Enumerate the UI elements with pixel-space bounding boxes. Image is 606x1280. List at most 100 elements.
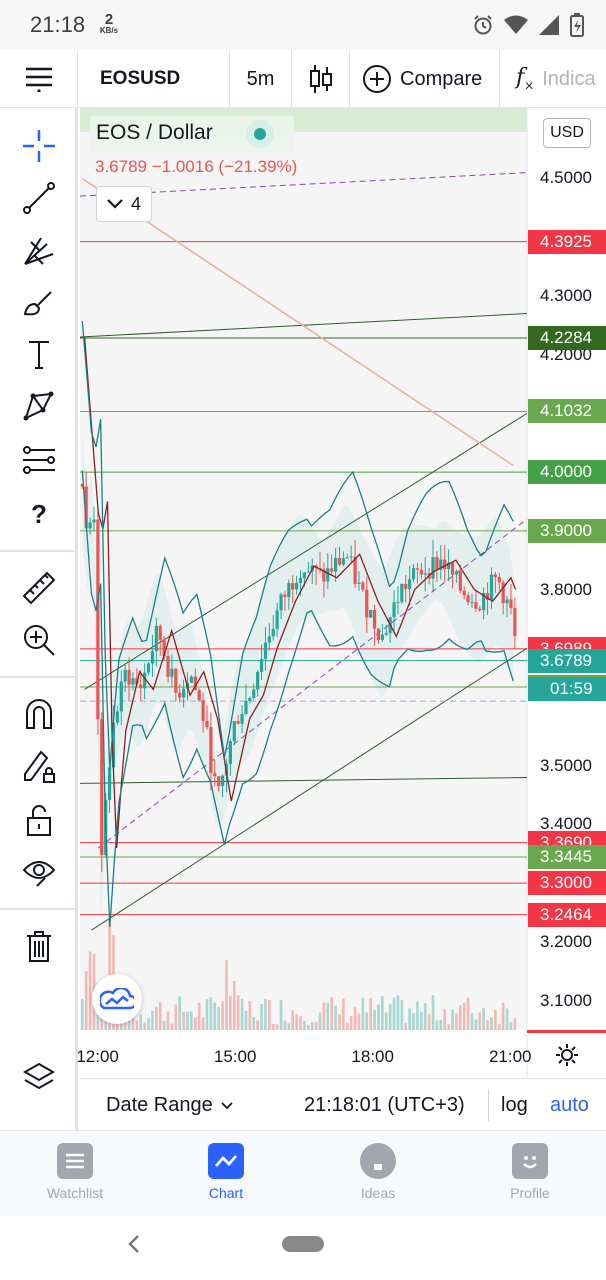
unlock-tool[interactable] [0,794,78,846]
volume-bar [416,1001,419,1030]
volume-bar [486,1020,489,1030]
nav-profile-label: Profile [510,1185,550,1201]
candle-body [248,697,252,701]
auto-scale-button[interactable]: auto [550,1094,589,1116]
candle-body [263,642,268,659]
volume-bar [182,1011,185,1030]
brush-tool[interactable] [0,276,78,328]
volume-bar [209,997,213,1030]
candle-body [244,700,248,714]
help-tool[interactable]: ? [0,488,78,540]
candle-body [240,713,244,724]
candle-body [197,690,201,701]
fx-icon: f× [516,65,535,93]
chart-settings-button[interactable] [554,1042,580,1073]
menu-button[interactable] [0,50,78,108]
price-line-label: 4.2284 [528,325,606,350]
nav-profile[interactable]: Profile [470,1143,590,1201]
nav-ideas[interactable]: Ideas [318,1143,438,1201]
time-tick-label: 21:00 [488,1047,532,1066]
volume-bar [388,1003,392,1030]
toolbar-divider [0,676,76,678]
candle-body [447,562,451,570]
lock-drawing-icon [24,750,55,783]
session-clock[interactable]: 21:18:01 (UTC+3) [304,1094,465,1116]
candle-body [166,656,170,677]
eye-icon [22,861,56,887]
bollinger-band-fill [82,432,514,920]
candle-body [380,634,384,641]
chart-icon [208,1143,244,1179]
fib-tool[interactable] [0,224,78,276]
ruler-tool[interactable] [0,562,78,614]
candle-body [131,678,135,685]
candle-body [400,583,404,602]
chevron-down-icon [107,199,123,209]
price-line-label: 4.0000 [528,460,606,485]
candle-body [107,767,112,801]
zoom-in-tool[interactable] [0,614,78,666]
date-range-button[interactable]: Date Range [106,1094,233,1117]
price-chart[interactable] [80,108,606,1078]
volume-bar [217,1006,220,1030]
volume-bar [392,997,396,1030]
volume-bar [197,1002,201,1030]
candle-body [252,689,256,698]
candle-body [275,610,279,629]
price-tick-label: 3.4000 [540,814,592,834]
volume-bar [166,1011,170,1030]
interval-button[interactable]: 5m [230,50,292,108]
home-pill[interactable] [282,1236,324,1252]
price-tick-label: 3.8000 [540,579,592,599]
trend-line-tool[interactable] [0,172,78,224]
chart-type-button[interactable] [292,50,350,108]
text-icon [29,341,49,369]
back-icon[interactable] [124,1232,144,1256]
candle-body [143,672,147,689]
nav-chart[interactable]: Chart [166,1143,286,1201]
lock-drawing-tool[interactable] [0,740,78,792]
candle-body [178,692,182,698]
indicators-toggle[interactable]: 4 [96,186,152,222]
price-change-pct: (−21.39%) [218,157,298,176]
indicators-button[interactable]: f× Indica [500,50,606,108]
magnet-tool[interactable] [0,688,78,740]
pattern-tool[interactable] [0,380,78,432]
volume-bar [244,1010,248,1030]
bar-countdown-label: 01:59 [528,676,606,701]
candle-body [330,568,334,572]
volume-bar [439,1019,443,1030]
visibility-tool[interactable] [0,846,78,898]
nav-watchlist-label: Watchlist [46,1185,104,1201]
nav-watchlist[interactable]: Watchlist [15,1143,135,1201]
delete-tool[interactable] [0,920,78,972]
volume-bar [509,1021,513,1030]
brush-icon [23,291,52,316]
symbol-button[interactable]: EOSUSD [80,50,230,108]
volume-bar [361,997,365,1030]
volume-bar [334,1005,337,1030]
volume-bar [240,998,244,1030]
volume-bar [342,998,345,1030]
dashed-line [80,172,528,197]
volume-bar [139,1014,143,1030]
price-line-label: 3.2464 [528,902,606,927]
crosshair-tool[interactable] [0,120,78,172]
volume-bar [186,1011,189,1030]
chart-pane[interactable] [80,108,606,1078]
candle-body [291,583,295,590]
support-line [80,776,528,784]
prediction-tool[interactable] [0,434,78,486]
currency-button[interactable]: USD [543,118,591,148]
candle-body [341,558,345,565]
log-scale-button[interactable]: log [501,1094,528,1116]
volume-bar [229,995,232,1030]
volume-bar [365,1012,369,1030]
candle-body [462,590,466,596]
text-tool[interactable] [0,328,78,380]
volume-bar [221,1001,224,1030]
object-tree-tool[interactable] [0,1050,78,1102]
tradingview-logo[interactable] [92,974,142,1024]
compare-button[interactable]: Compare [350,50,500,108]
candle-body [470,602,474,604]
